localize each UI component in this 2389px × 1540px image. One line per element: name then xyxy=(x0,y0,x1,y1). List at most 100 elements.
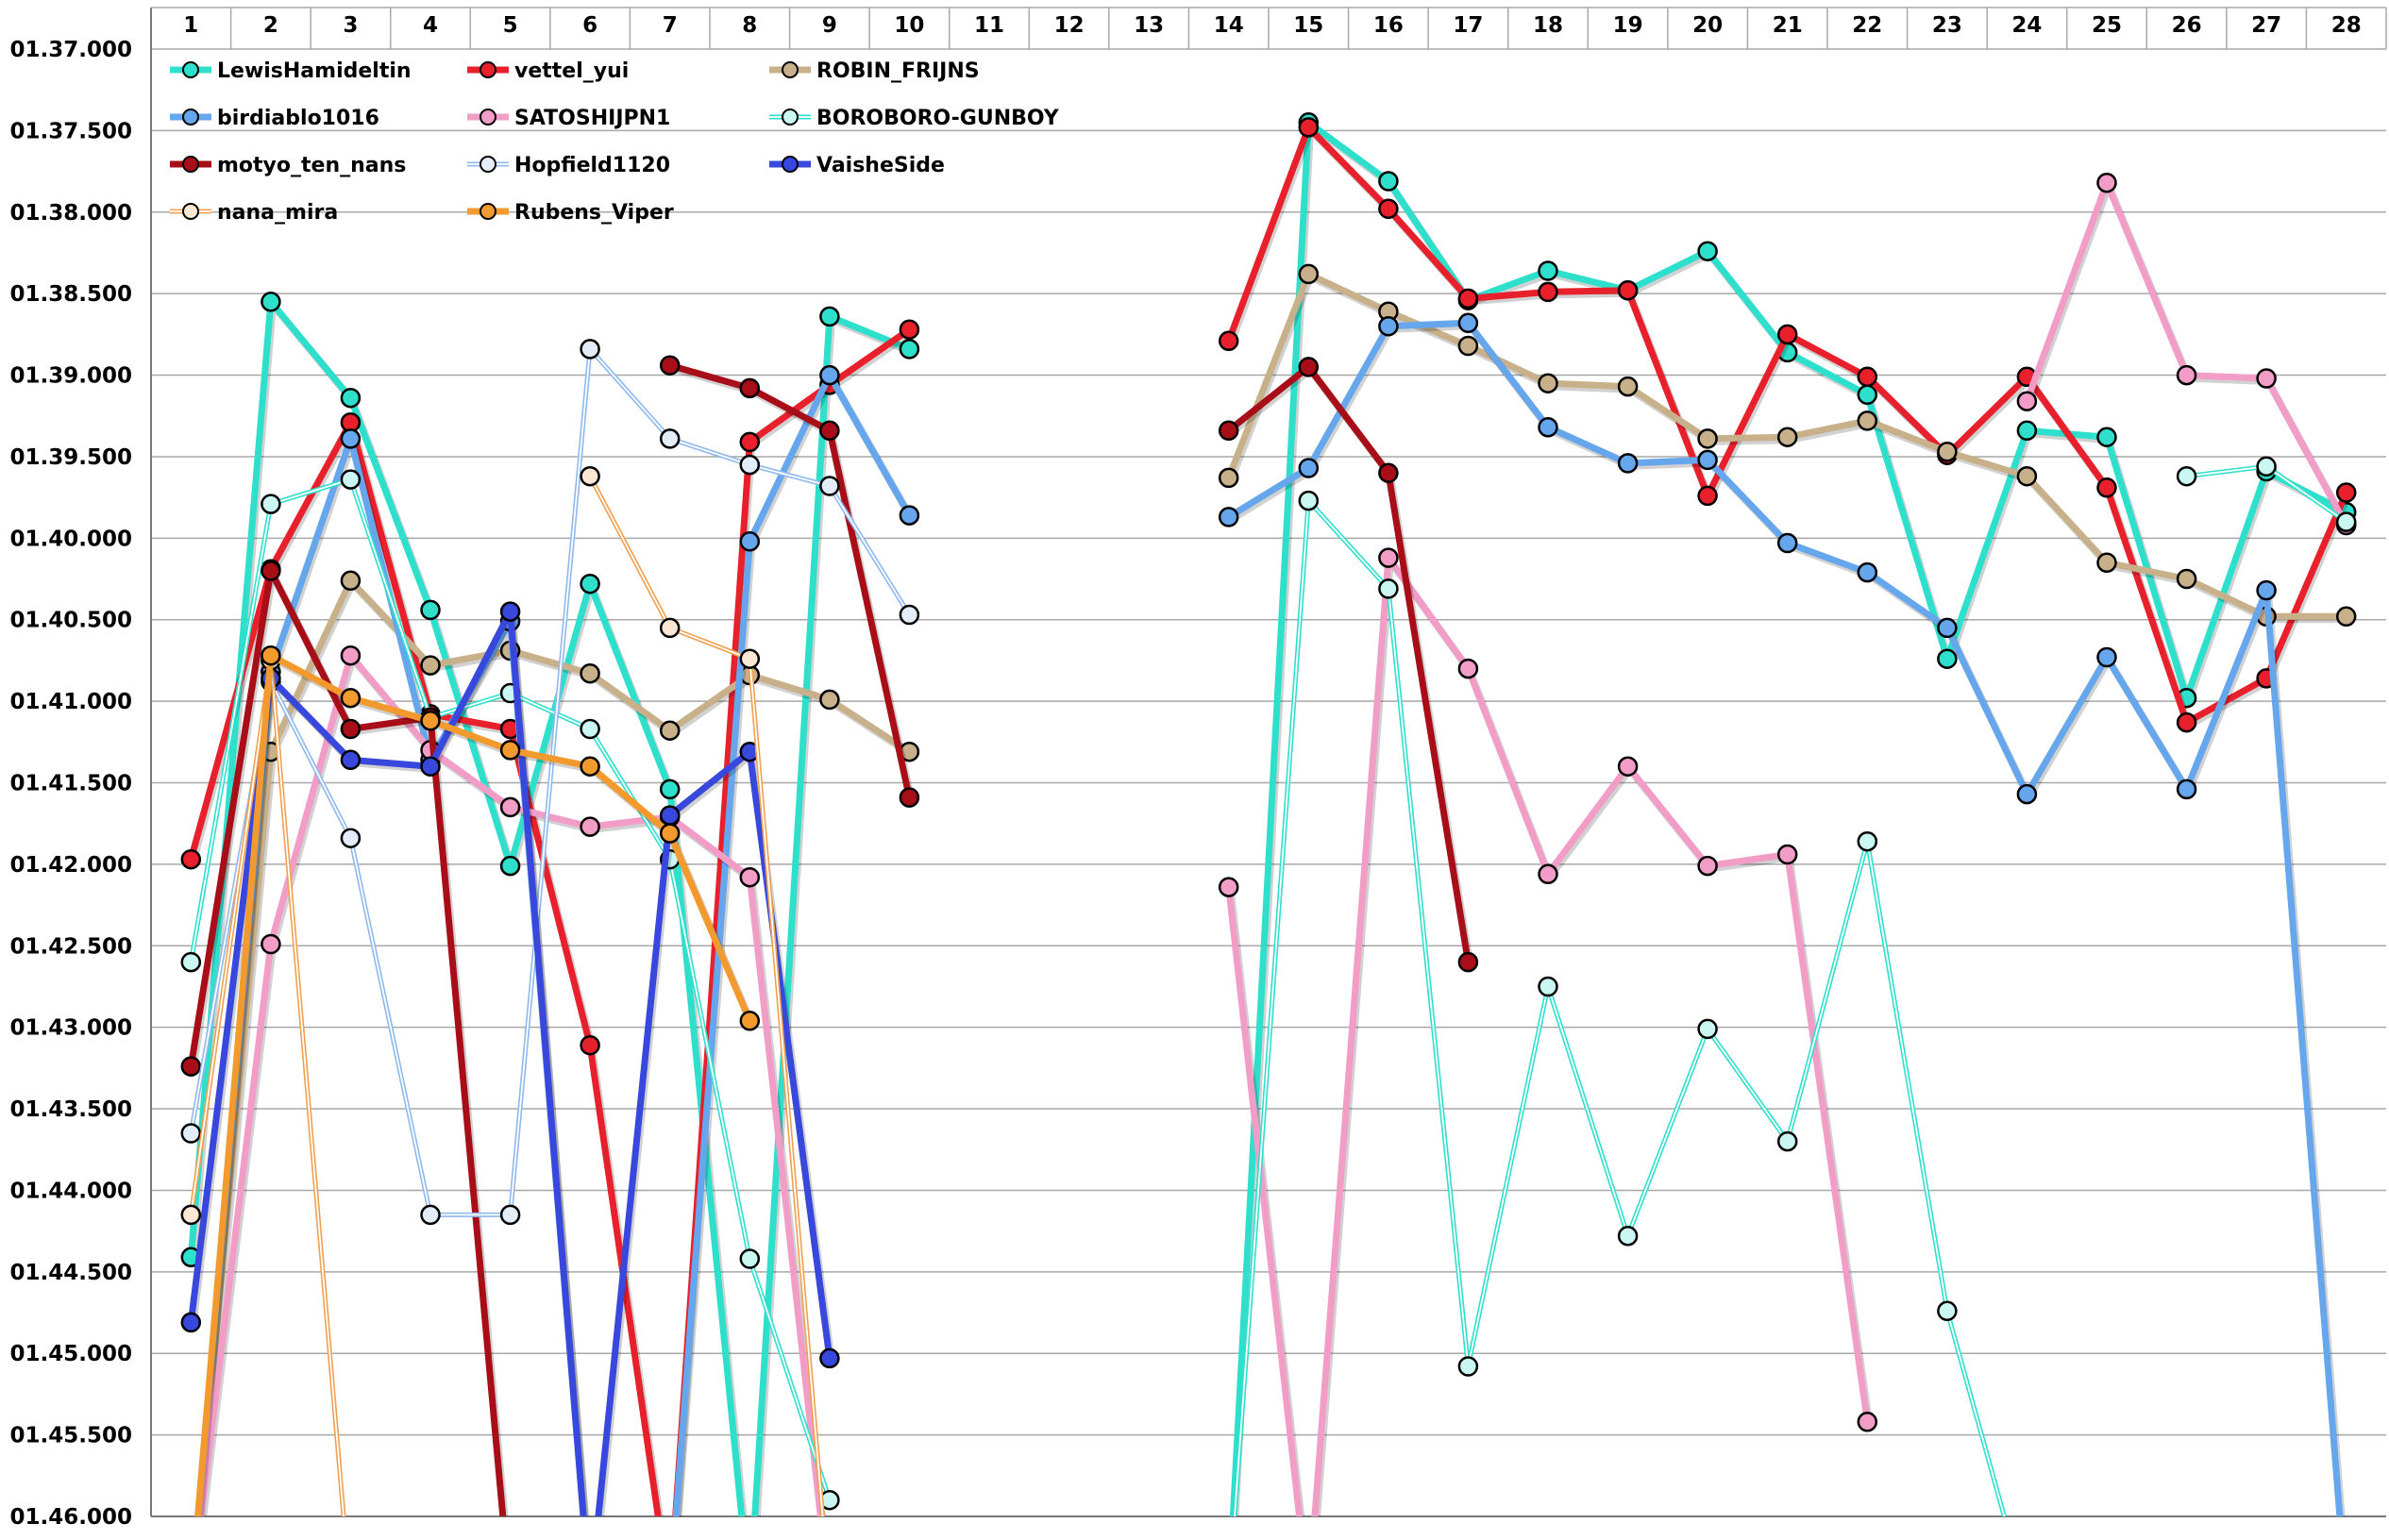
x-tick-label: 2 xyxy=(263,13,278,38)
data-point xyxy=(1697,485,1718,507)
data-point xyxy=(739,866,761,888)
x-tick-label: 4 xyxy=(423,13,438,38)
data-point xyxy=(1298,458,1320,478)
data-point xyxy=(2016,465,2038,487)
data-point xyxy=(1857,366,1878,388)
y-tick-label: 01.46.000 xyxy=(10,1505,133,1530)
data-point xyxy=(2096,552,2117,574)
y-tick-label: 01.43.000 xyxy=(10,1016,133,1041)
data-point xyxy=(1937,442,1958,462)
legend-item: VaisheSide xyxy=(769,154,945,177)
data-point xyxy=(340,687,362,709)
data-point xyxy=(1218,467,1239,489)
data-point xyxy=(1378,198,1399,220)
data-point xyxy=(2096,646,2117,668)
data-point xyxy=(1218,507,1239,527)
data-point xyxy=(819,476,840,496)
data-point xyxy=(1298,117,1320,138)
legend-label: nana_mira xyxy=(217,201,338,225)
data-point xyxy=(261,292,281,312)
y-tick-label: 01.40.000 xyxy=(10,527,133,551)
data-point xyxy=(739,1248,761,1269)
x-tick-label: 8 xyxy=(742,13,757,38)
x-tick-label: 7 xyxy=(663,13,678,38)
data-point xyxy=(180,1204,202,1226)
x-tick-label: 13 xyxy=(1134,13,1164,38)
data-point xyxy=(1218,877,1239,897)
data-point xyxy=(2096,172,2117,193)
data-point xyxy=(2256,579,2277,601)
x-tick-label: 26 xyxy=(2172,13,2202,38)
data-point xyxy=(580,1034,600,1056)
data-point xyxy=(1538,976,1558,997)
data-point xyxy=(420,1204,441,1226)
data-point xyxy=(2016,391,2038,411)
data-point xyxy=(580,718,600,740)
data-point xyxy=(819,306,840,327)
x-tick-label: 11 xyxy=(974,13,1004,38)
legend-item: vettel_yui xyxy=(467,59,629,83)
data-point xyxy=(1697,241,1718,261)
data-point xyxy=(580,573,600,594)
data-point xyxy=(180,1056,202,1077)
y-tick-label: 01.45.000 xyxy=(10,1342,133,1366)
y-tick-label: 01.42.000 xyxy=(10,853,133,878)
x-tick-label: 16 xyxy=(1373,13,1404,38)
legend-label: LewisHamideltin xyxy=(217,59,412,83)
data-point xyxy=(739,1011,761,1031)
legend-label: vettel_yui xyxy=(514,59,629,83)
x-tick-label: 9 xyxy=(822,13,837,38)
legend-marker xyxy=(182,203,199,220)
x-tick-label: 27 xyxy=(2251,13,2281,38)
legend-item: BOROBORO-GUNBOY xyxy=(769,107,1060,130)
data-point xyxy=(2256,368,2277,389)
data-point xyxy=(1697,1018,1718,1040)
data-point xyxy=(180,1123,202,1144)
series-Rubens_Viper xyxy=(194,644,761,1516)
data-point xyxy=(1617,376,1639,397)
data-point xyxy=(2335,606,2357,628)
data-point xyxy=(1457,335,1479,357)
data-point xyxy=(739,377,761,399)
data-point xyxy=(1857,410,1878,431)
x-tick-label: 18 xyxy=(1533,13,1563,38)
data-point xyxy=(659,355,681,376)
data-point xyxy=(1697,428,1718,449)
data-point xyxy=(580,816,600,837)
data-point xyxy=(1697,449,1718,471)
data-point xyxy=(1937,648,1958,669)
legend-marker xyxy=(782,156,799,173)
y-tick-label: 01.37.000 xyxy=(10,38,133,62)
data-point xyxy=(1776,844,1798,865)
legend-item: SATOSHIJPN1 xyxy=(467,107,670,130)
data-point xyxy=(2016,783,2038,805)
data-point xyxy=(1538,417,1558,438)
data-point xyxy=(499,1204,521,1226)
data-point xyxy=(340,387,362,409)
series-line xyxy=(187,326,912,1516)
data-point xyxy=(340,644,362,666)
data-point xyxy=(819,689,840,711)
data-point xyxy=(2176,364,2197,386)
data-point xyxy=(1857,830,1878,852)
series-birdiablo1016 xyxy=(194,312,2346,1516)
x-tick-label: 25 xyxy=(2092,13,2122,38)
series-line xyxy=(1226,363,1472,963)
legend-item: ROBIN_FRIJNS xyxy=(769,59,980,83)
legend-label: Rubens_Viper xyxy=(514,201,674,225)
legend-item: motyo_ten_nans xyxy=(170,154,406,177)
data-point xyxy=(1538,863,1558,885)
y-tick-label: 01.45.500 xyxy=(10,1424,133,1448)
y-tick-label: 01.40.500 xyxy=(10,609,133,633)
legend-marker xyxy=(182,156,199,173)
legend-marker xyxy=(479,109,496,126)
x-tick-label: 28 xyxy=(2331,13,2362,38)
data-point xyxy=(2096,427,2117,447)
legend-item: Hopfield1120 xyxy=(467,154,670,177)
series-line xyxy=(668,361,913,798)
legend-item: nana_mira xyxy=(170,201,338,225)
axes: 01.37.000 01.37.500 01.38.000 01.38.500 01.3… xyxy=(10,7,2386,1530)
data-point xyxy=(499,601,521,622)
data-point xyxy=(261,644,281,666)
